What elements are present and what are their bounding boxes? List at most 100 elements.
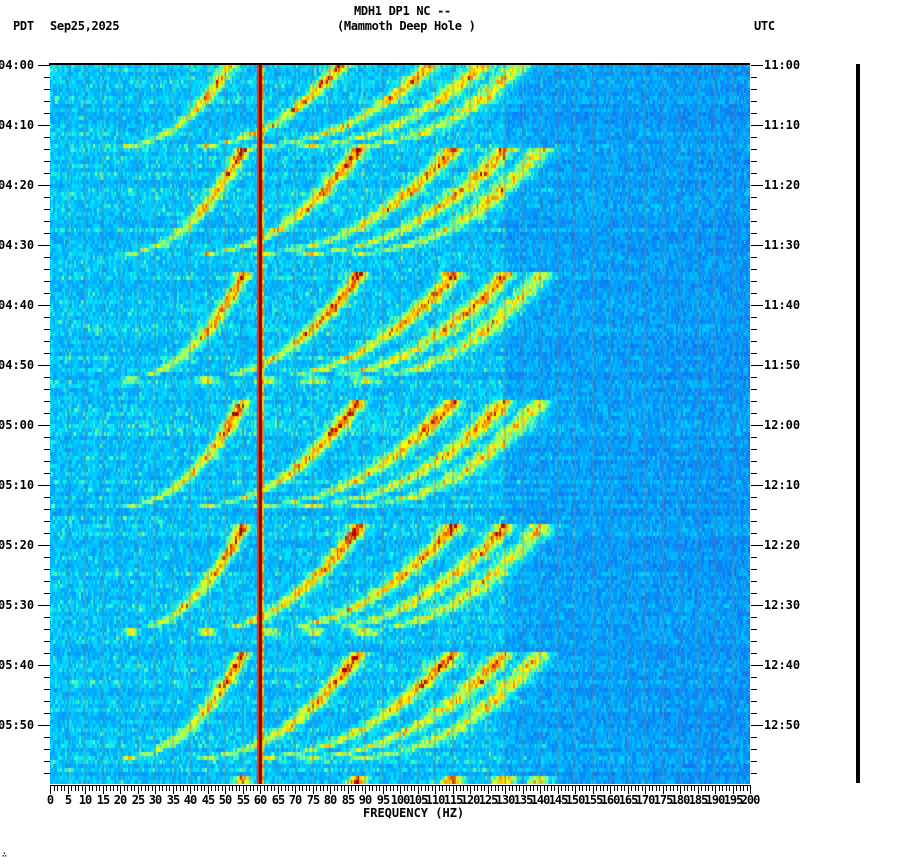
y-minor-tick-right <box>751 473 757 474</box>
x-minor-tick <box>414 785 415 791</box>
y-minor-tick-left <box>44 89 50 90</box>
x-major-tick <box>593 785 594 794</box>
x-minor-tick <box>460 785 461 791</box>
y-minor-tick-left <box>44 461 50 462</box>
x-minor-tick <box>642 785 643 791</box>
x-major-tick <box>278 785 279 794</box>
y-tick-label-right: 12:20 <box>764 538 801 552</box>
x-minor-tick <box>407 785 408 791</box>
x-minor-tick <box>481 785 482 791</box>
x-minor-tick <box>134 785 135 791</box>
x-tick-label: 50 <box>218 793 232 807</box>
x-tick-label: 90 <box>358 793 372 807</box>
x-minor-tick <box>544 785 545 791</box>
y-major-tick-left <box>38 245 50 246</box>
x-tick-label: 170 <box>635 793 656 807</box>
y-major-tick-right <box>751 665 763 666</box>
y-minor-tick-right <box>751 437 757 438</box>
x-minor-tick <box>586 785 587 791</box>
x-minor-tick <box>397 785 398 791</box>
x-major-tick <box>330 785 331 794</box>
y-minor-tick-left <box>44 221 50 222</box>
y-minor-tick-left <box>44 353 50 354</box>
x-major-tick <box>85 785 86 794</box>
y-major-tick-right <box>751 605 763 606</box>
y-tick-label-right: 11:50 <box>764 358 801 372</box>
x-minor-tick <box>526 785 527 791</box>
y-major-tick-left <box>38 365 50 366</box>
y-minor-tick-right <box>751 629 757 630</box>
x-minor-tick <box>684 785 685 791</box>
y-minor-tick-right <box>751 269 757 270</box>
x-tick-label: 0 <box>46 793 54 807</box>
x-minor-tick <box>327 785 328 791</box>
x-minor-tick <box>78 785 79 791</box>
x-minor-tick <box>323 785 324 791</box>
y-minor-tick-right <box>751 701 757 702</box>
y-minor-tick-right <box>751 317 757 318</box>
y-minor-tick-left <box>44 713 50 714</box>
x-minor-tick <box>509 785 510 791</box>
x-minor-tick <box>201 785 202 791</box>
x-minor-tick <box>274 785 275 791</box>
x-minor-tick <box>687 785 688 791</box>
y-minor-tick-left <box>44 569 50 570</box>
x-tick-label: 195 <box>723 793 744 807</box>
x-tick-label: 55 <box>236 793 250 807</box>
x-minor-tick <box>719 785 720 791</box>
x-tick-label: 100 <box>390 793 411 807</box>
x-minor-tick <box>337 785 338 791</box>
x-minor-tick <box>288 785 289 791</box>
x-tick-label: 70 <box>288 793 302 807</box>
x-minor-tick <box>159 785 160 791</box>
x-minor-tick <box>372 785 373 791</box>
x-minor-tick <box>369 785 370 791</box>
x-tick-label: 15 <box>96 793 110 807</box>
x-minor-tick <box>218 785 219 791</box>
x-minor-tick <box>351 785 352 791</box>
x-minor-tick <box>106 785 107 791</box>
y-minor-tick-right <box>751 677 757 678</box>
y-tick-label-left: 04:10 <box>0 118 35 132</box>
y-major-tick-left <box>38 65 50 66</box>
y-major-tick-right <box>751 245 763 246</box>
x-tick-label: 145 <box>548 793 569 807</box>
y-minor-tick-left <box>44 149 50 150</box>
y-minor-tick-right <box>751 521 757 522</box>
x-tick-label: 10 <box>78 793 92 807</box>
y-minor-tick-left <box>44 281 50 282</box>
x-major-tick <box>313 785 314 794</box>
y-minor-tick-left <box>44 581 50 582</box>
y-minor-tick-right <box>751 761 757 762</box>
x-minor-tick <box>467 785 468 791</box>
y-minor-tick-left <box>44 749 50 750</box>
y-minor-tick-left <box>44 641 50 642</box>
x-minor-tick <box>113 785 114 791</box>
x-minor-tick <box>271 785 272 791</box>
x-major-tick <box>558 785 559 794</box>
y-minor-tick-left <box>44 77 50 78</box>
x-minor-tick <box>117 785 118 791</box>
y-minor-tick-left <box>44 161 50 162</box>
y-minor-tick-right <box>751 593 757 594</box>
y-minor-tick-right <box>751 149 757 150</box>
x-tick-label: 45 <box>201 793 215 807</box>
x-tick-label: 160 <box>600 793 621 807</box>
y-minor-tick-right <box>751 533 757 534</box>
y-major-tick-right <box>751 305 763 306</box>
x-tick-label: 85 <box>341 793 355 807</box>
y-minor-tick-right <box>751 749 757 750</box>
x-minor-tick <box>152 785 153 791</box>
x-minor-tick <box>358 785 359 791</box>
x-tick-label: 30 <box>148 793 162 807</box>
y-tick-label-right: 12:10 <box>764 478 801 492</box>
x-minor-tick <box>421 785 422 791</box>
x-major-tick <box>610 785 611 794</box>
y-major-tick-left <box>38 485 50 486</box>
x-tick-label: 185 <box>688 793 709 807</box>
x-minor-tick <box>439 785 440 791</box>
x-axis-title: FREQUENCY (HZ) <box>363 806 465 820</box>
corner-mark: ∴ <box>2 850 7 859</box>
x-minor-tick <box>463 785 464 791</box>
x-minor-tick <box>92 785 93 791</box>
